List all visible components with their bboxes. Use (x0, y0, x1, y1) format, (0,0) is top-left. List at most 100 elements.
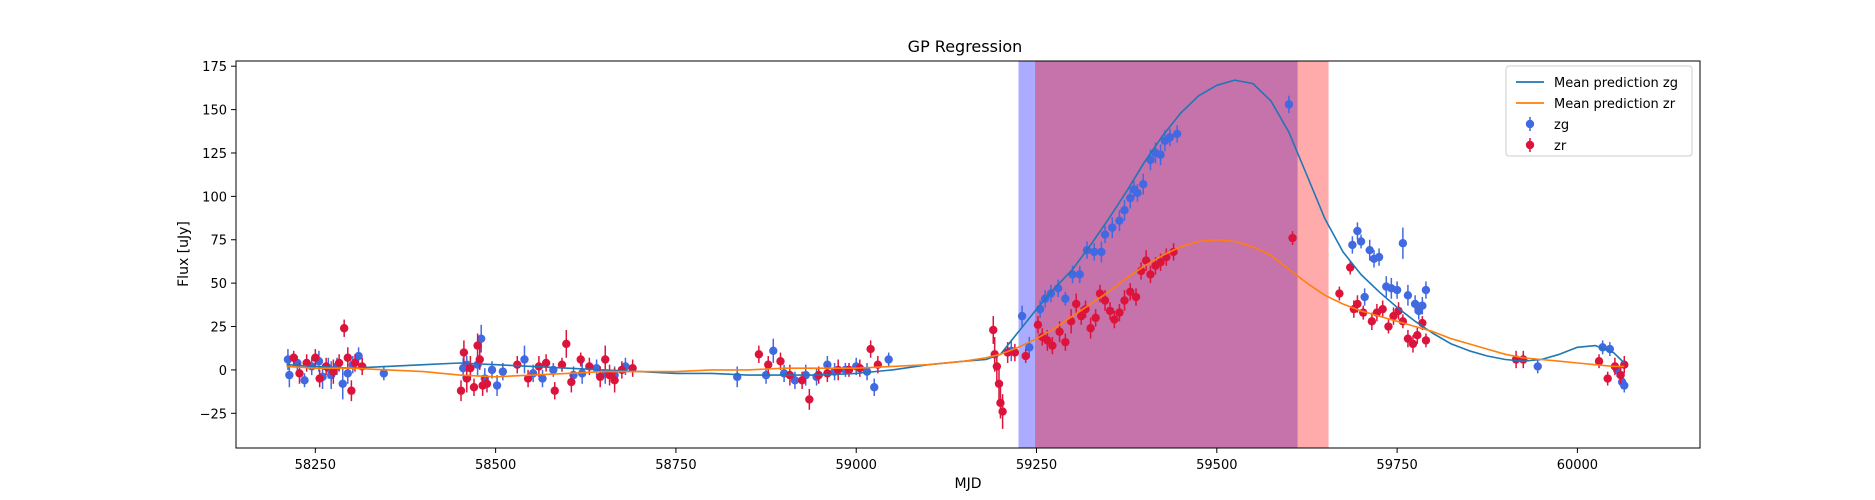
data-point-zg (1392, 285, 1402, 295)
plot-frame (235, 60, 1701, 449)
legend-entry-zg: zg (1525, 117, 1569, 133)
data-point-zr (347, 386, 356, 395)
data-point-zg (1421, 285, 1431, 295)
data-point-zg (1348, 240, 1357, 250)
legend-entry-Mean prediction zg: Mean prediction zg (1516, 76, 1678, 91)
data-point-zr (754, 350, 764, 359)
data-point-zr (1126, 287, 1135, 297)
data-point-zg (1126, 193, 1135, 203)
data-point-zg (1156, 150, 1165, 159)
legend-label: Mean prediction zg (1554, 76, 1678, 91)
data-point-zr (1389, 311, 1398, 321)
data-point-zg (1172, 129, 1182, 139)
data-point-zr (1421, 336, 1431, 345)
data-point-zg (1365, 245, 1374, 255)
y-tick-label: 175 (202, 60, 227, 75)
data-point-zg (1061, 294, 1070, 303)
data-point-zr (1131, 292, 1141, 302)
data-point-zg (343, 369, 352, 378)
data-point-zg (487, 365, 497, 375)
data-point-zr (628, 363, 637, 373)
data-point-zr (1048, 341, 1057, 350)
data-point-zg (1120, 206, 1129, 215)
data-point-zg (492, 381, 502, 390)
data-point-zr (833, 365, 843, 375)
data-point-zr (1346, 263, 1355, 272)
data-point-zr (1384, 322, 1393, 331)
data-point-zr (557, 360, 567, 369)
data-point-zr (1086, 324, 1095, 333)
data-point-zr (992, 362, 1002, 371)
data-point-zr (595, 372, 605, 382)
data-point-zr (289, 353, 298, 362)
data-point-zg (1090, 247, 1099, 257)
data-point-zr (1071, 299, 1081, 309)
shaded-region-0 (1018, 61, 1298, 448)
data-point-zr (469, 383, 479, 392)
x-tick-label: 59750 (1376, 458, 1417, 473)
data-point-zr (1367, 317, 1377, 326)
data-point-zg (1398, 239, 1408, 248)
x-tick-label: 58500 (475, 458, 516, 473)
data-point-zr (1120, 296, 1129, 305)
data-point-zg (1360, 292, 1369, 302)
x-tick-label: 59500 (1196, 458, 1237, 473)
shaded-region-1 (1035, 61, 1329, 448)
y-tick-label: 0 (219, 364, 227, 379)
data-point-zg (1353, 226, 1362, 236)
data-point-zr (1091, 313, 1100, 323)
data-point-zr (456, 386, 466, 395)
data-point-zg (1100, 230, 1110, 239)
x-tick-label: 59000 (836, 458, 877, 473)
data-point-zr (605, 370, 614, 380)
x-tick-label: 58250 (295, 458, 336, 473)
data-point-zg (1017, 311, 1027, 321)
data-point-zr (1061, 337, 1070, 347)
data-point-zg (1410, 299, 1420, 309)
data-point-zr (350, 358, 360, 368)
data-point-zg (1418, 301, 1427, 310)
data-point-zr (1413, 330, 1422, 340)
data-point-zr (329, 367, 338, 376)
legend: Mean prediction zg Mean prediction zr zg zr (1505, 65, 1693, 157)
data-point-zg (1133, 188, 1142, 198)
y-axis: −25 0 25 50 75 100 125 150 175 (200, 60, 236, 422)
mean-line-0 (286, 79, 1625, 376)
data-point-zg (1115, 216, 1124, 225)
legend-label: Mean prediction zr (1554, 97, 1676, 112)
data-point-zr (1033, 320, 1043, 329)
data-point-zg (354, 351, 363, 361)
data-point-zr (1115, 308, 1124, 317)
data-point-zr (1594, 357, 1604, 366)
data-point-zg (379, 369, 389, 378)
data-point-zr (462, 374, 471, 383)
legend-entry-zr: zr (1525, 138, 1567, 154)
y-axis-label: Flux [uJy] (176, 221, 192, 287)
data-point-zg (1108, 223, 1117, 232)
data-point-zr (1043, 336, 1052, 345)
data-point-zr (482, 379, 492, 388)
y-tick-label: −25 (200, 407, 227, 422)
chart-title: GP Regression (908, 37, 1023, 56)
data-point-zg (769, 346, 778, 356)
data-point-zr (311, 353, 320, 362)
legend-marker-swatch (1525, 119, 1535, 129)
y-tick-label: 50 (210, 277, 227, 292)
data-point-zr (866, 344, 875, 354)
data-point-zr (1021, 351, 1030, 361)
data-point-zg (477, 334, 486, 343)
legend-box (1505, 65, 1693, 157)
data-point-zr (776, 357, 785, 366)
data-point-zr (1394, 306, 1403, 316)
data-point-zr (513, 360, 522, 369)
data-point-zr (998, 407, 1007, 416)
x-axis-label: MJD (955, 476, 982, 492)
data-point-zr (610, 376, 619, 385)
legend-marker-swatch (1525, 140, 1535, 150)
y-tick-label: 100 (202, 190, 227, 205)
data-point-zr (541, 358, 551, 368)
data-point-zr (797, 376, 807, 385)
data-point-zr (1335, 289, 1344, 298)
data-point-zg (1025, 343, 1034, 352)
